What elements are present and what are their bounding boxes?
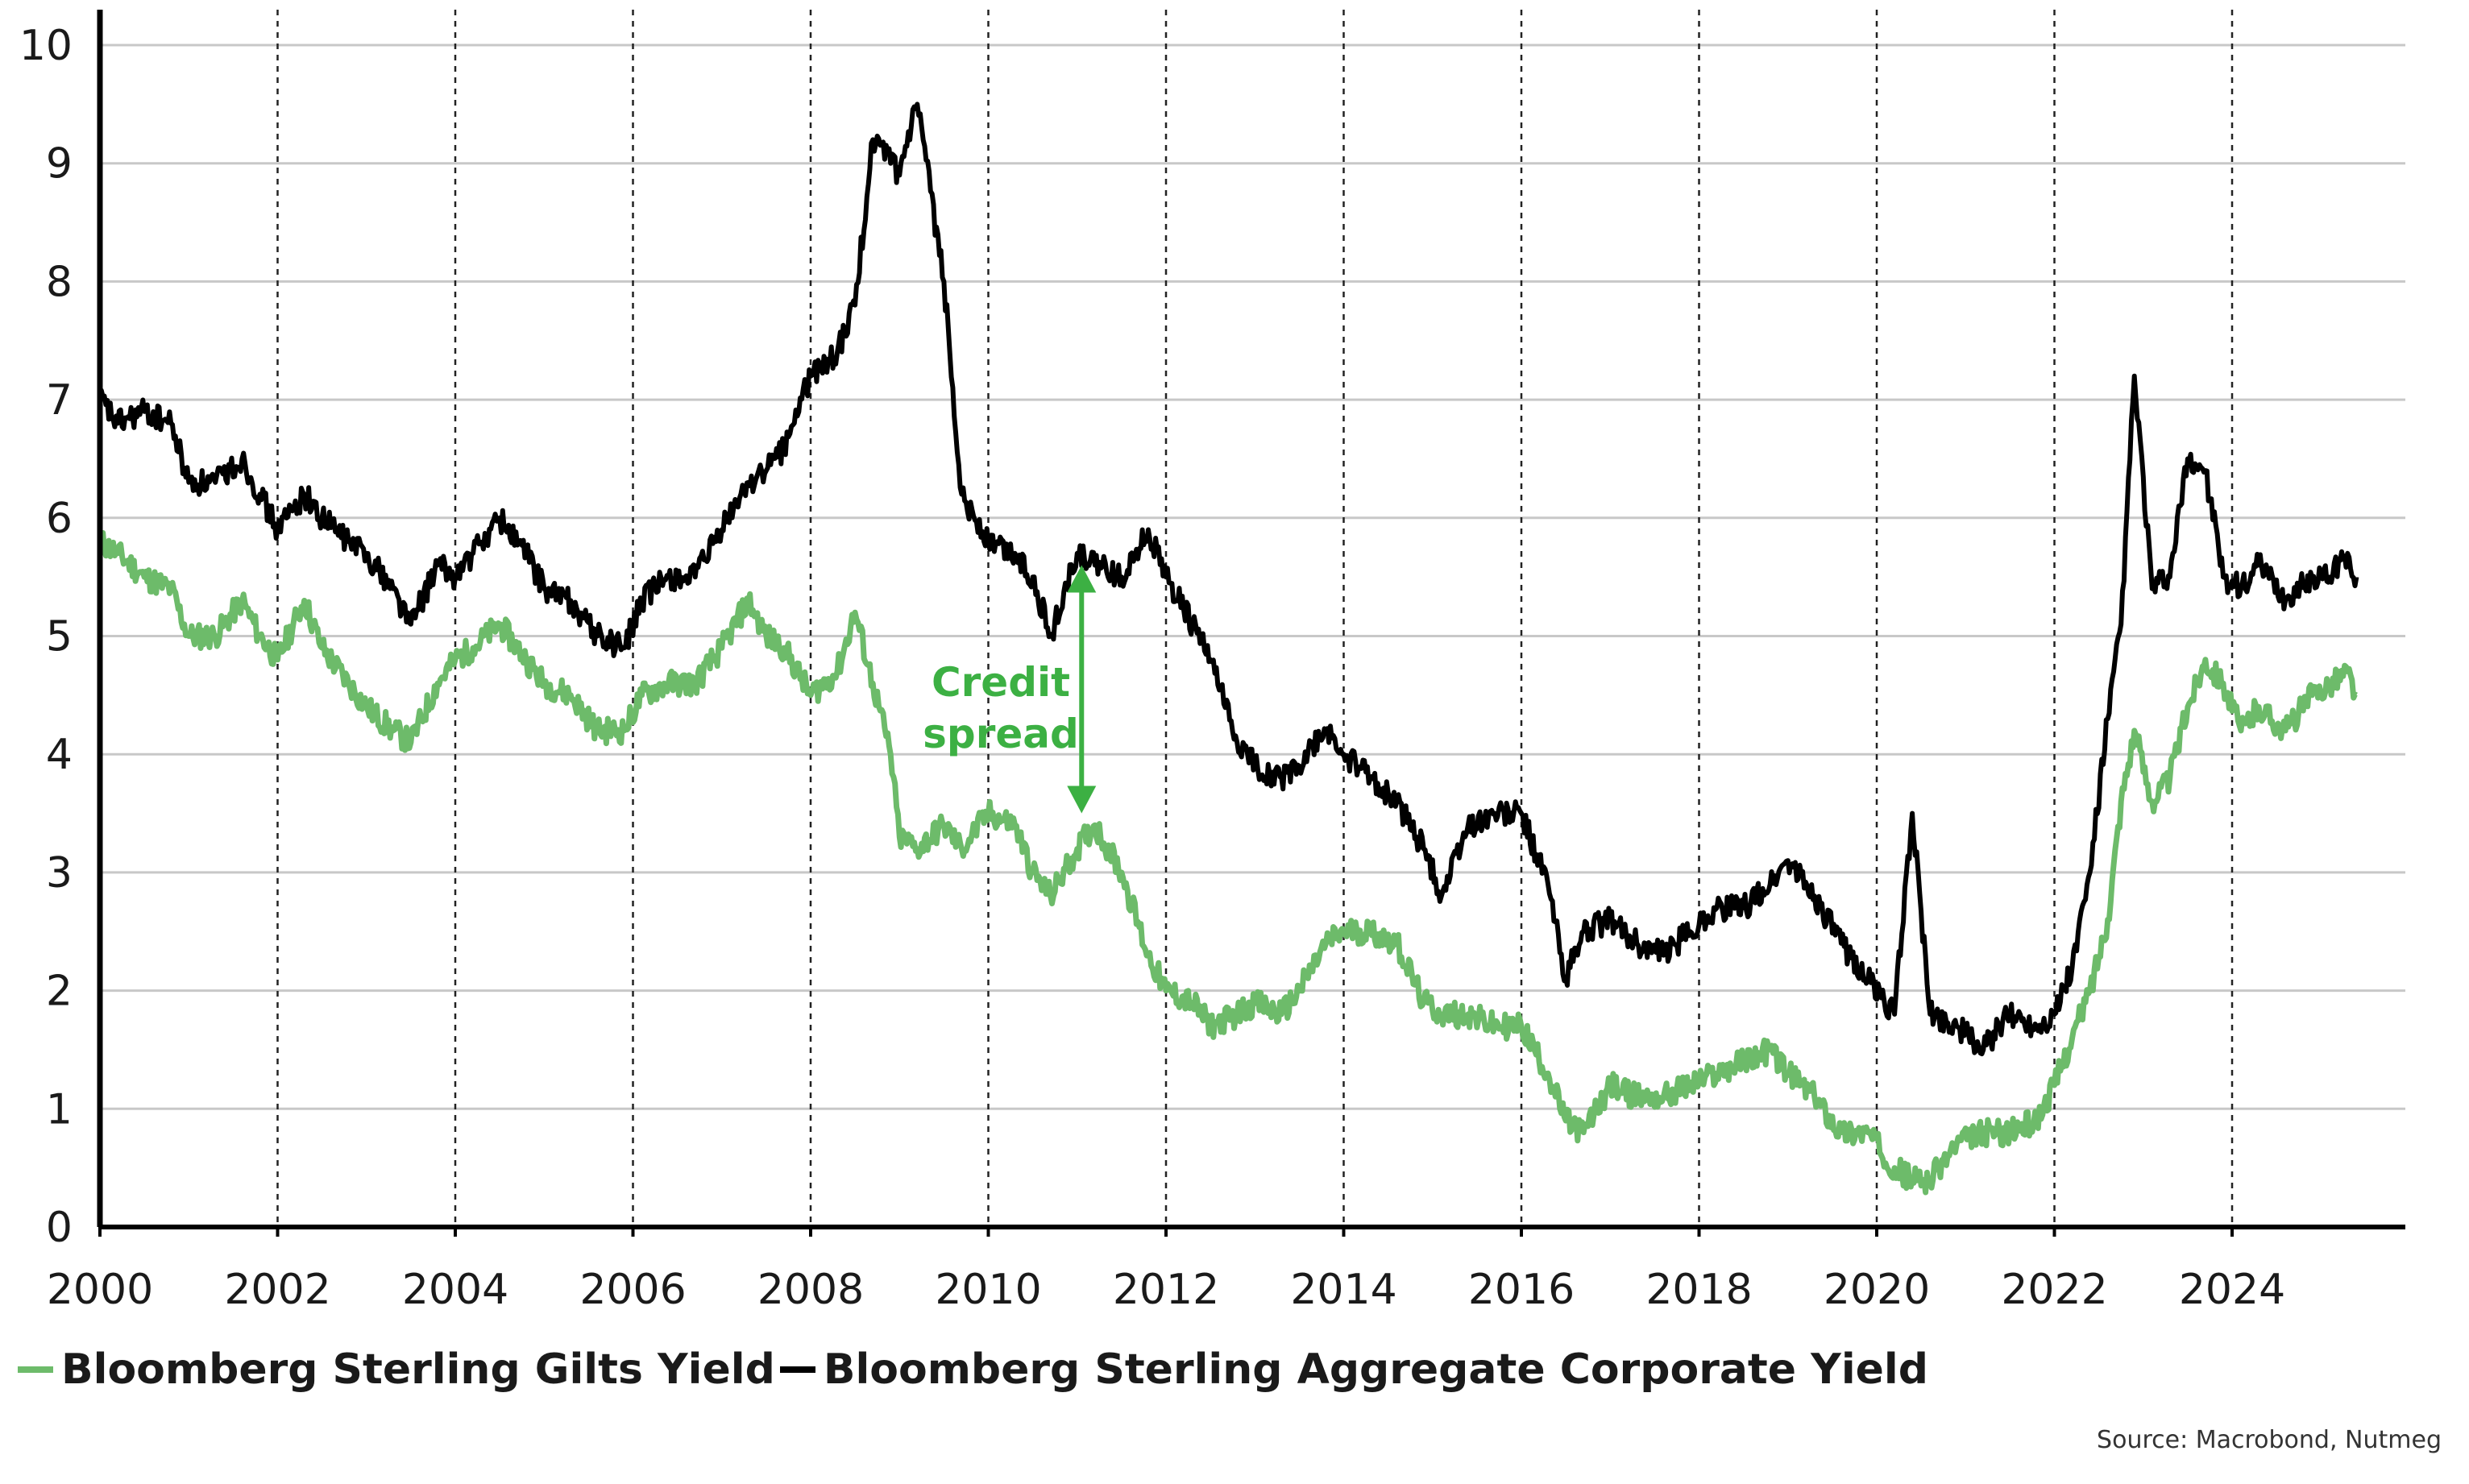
- source-note: Source: Macrobond, Nutmeg: [2097, 1426, 2442, 1454]
- credit-spread-arrow-head-top: [1067, 565, 1097, 593]
- y-tick-label: 10: [19, 22, 73, 70]
- y-tick-label: 1: [46, 1085, 73, 1134]
- annotation-layer: Credit spread: [923, 565, 1097, 814]
- x-tick-label: 2010: [935, 1266, 1041, 1314]
- horizontal-gridlines: [100, 44, 2405, 1110]
- x-tick-label: 2022: [2001, 1266, 2107, 1314]
- y-tick-label: 9: [46, 140, 73, 189]
- vertical-gridlines: [98, 10, 2235, 1237]
- y-tick-label: 5: [46, 613, 73, 661]
- x-tick-label: 2006: [579, 1266, 686, 1314]
- legend: Bloomberg Sterling Gilts Yield Bloomberg…: [18, 1337, 1933, 1402]
- x-tick-label: 2000: [47, 1266, 153, 1314]
- y-tick-label: 4: [46, 731, 73, 779]
- credit-spread-arrow-head-bottom: [1067, 786, 1097, 814]
- y-tick-label: 3: [46, 849, 73, 897]
- legend-swatch-corporate: [779, 1366, 815, 1373]
- x-tick-label: 2008: [757, 1266, 864, 1314]
- y-tick-label: 8: [46, 258, 73, 306]
- x-tick-label: 2012: [1113, 1266, 1219, 1314]
- x-tick-label: 2014: [1290, 1266, 1396, 1314]
- credit-spread-label: Credit spread: [923, 659, 1079, 757]
- x-tick-label: 2018: [1645, 1266, 1752, 1314]
- x-axis-tick-labels: 2000 2002 2004 2006 2008 2010 2012 2014 2016 2018…: [47, 1266, 2285, 1314]
- x-tick-label: 2020: [1824, 1266, 1930, 1314]
- y-tick-label: 7: [46, 376, 73, 425]
- legend-label-corporate: Bloomberg Sterling Aggregate Corporate Y…: [823, 1345, 1928, 1394]
- series-line-corporate: [98, 102, 2359, 1057]
- axes-layer: [97, 10, 2405, 1229]
- x-tick-label: 2016: [1468, 1266, 1575, 1314]
- legend-label-gilts: Bloomberg Sterling Gilts Yield: [61, 1345, 775, 1394]
- series-line-gilts: [97, 530, 2358, 1196]
- y-tick-label: 2: [46, 968, 73, 1016]
- y-tick-label: 0: [46, 1204, 73, 1252]
- legend-item-gilts: Bloomberg Sterling Gilts Yield: [18, 1345, 775, 1394]
- y-axis-tick-labels: 0 1 2 3 4 5 6 7 8 9 10: [19, 22, 73, 1252]
- x-tick-label: 2002: [224, 1266, 330, 1314]
- x-tick-label: 2024: [2179, 1266, 2285, 1314]
- legend-item-corporate: Bloomberg Sterling Aggregate Corporate Y…: [779, 1345, 1928, 1394]
- series-layer: [97, 102, 2359, 1196]
- y-tick-label: 6: [46, 495, 73, 543]
- x-tick-label: 2004: [402, 1266, 508, 1314]
- legend-swatch-gilts: [18, 1366, 53, 1373]
